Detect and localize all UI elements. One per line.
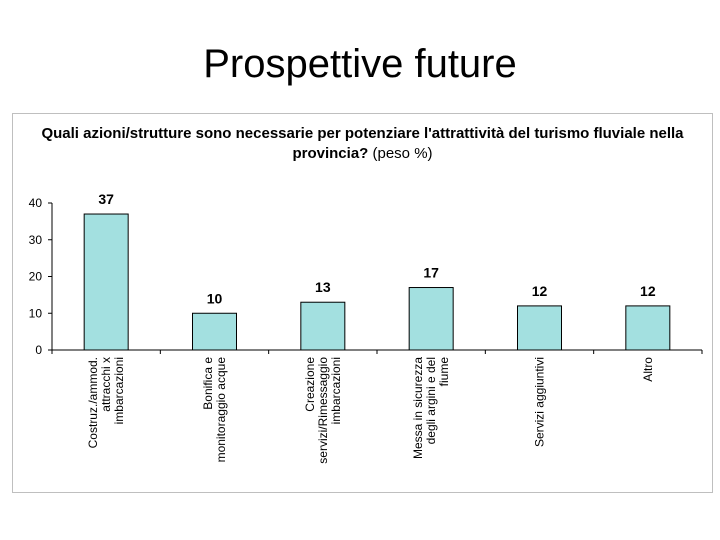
slide-title: Prospettive future (203, 42, 517, 86)
x-tick-label-text: Bonifica emonitoraggio acque (201, 357, 228, 463)
x-tick-label: Messa in sicurezzadegli argini e delfium… (411, 357, 451, 459)
x-tick-label-text: Creazioneservizi/Rimessaggioimbarcazioni (303, 357, 343, 464)
y-tick-label: 10 (29, 306, 43, 320)
y-tick-label: 40 (29, 196, 43, 210)
x-tick-label-line: imbarcazioni (112, 357, 126, 424)
chart-title: Quali azioni/strutture sono necessarie p… (12, 124, 713, 164)
x-tick-label: Altro (641, 357, 655, 382)
x-tick-label-line: monitoraggio acque (214, 357, 228, 463)
x-tick-label-line: Altro (641, 357, 655, 382)
bar (625, 305, 671, 351)
bar (83, 213, 129, 351)
x-tick-label-line: Bonifica e (201, 357, 215, 410)
bar (300, 301, 346, 351)
bar (408, 287, 454, 351)
chart-title-bold: Quali azioni/strutture sono necessarie p… (41, 125, 684, 162)
x-tick-label-text: Servizi aggiuntivi (533, 357, 547, 447)
y-tick-label: 20 (29, 270, 43, 284)
x-tick-label: Bonifica emonitoraggio acque (201, 357, 228, 463)
x-tick-label: Servizi aggiuntivi (533, 357, 547, 447)
x-tick-label-line: attracchi x (99, 357, 113, 412)
bar (517, 305, 562, 351)
x-tick-label: Creazioneservizi/Rimessaggioimbarcazioni (303, 357, 343, 464)
x-tick-label-line: Costruz./ammod. (86, 357, 100, 448)
data-label: 13 (315, 279, 331, 295)
chart-frame (12, 113, 713, 493)
x-tick-label-text: Costruz./ammod.attracchi ximbarcazioni (86, 357, 126, 448)
x-tick-label: Costruz./ammod.attracchi ximbarcazioni (86, 357, 126, 448)
y-tick-label: 0 (35, 343, 42, 357)
data-label: 10 (207, 290, 223, 306)
chart-title-suffix: (peso %) (372, 145, 433, 162)
bar (192, 312, 237, 351)
data-label: 12 (640, 283, 656, 299)
x-tick-label-line: Creazione (303, 357, 317, 412)
x-tick-label-line: degli argini e del (424, 357, 438, 444)
x-tick-label-line: imbarcazioni (329, 357, 343, 424)
x-tick-label-line: Messa in sicurezza (411, 357, 425, 459)
data-label: 17 (423, 265, 439, 281)
data-label: 37 (98, 191, 114, 207)
x-tick-label-line: Servizi aggiuntivi (533, 357, 547, 447)
x-tick-label-text: Messa in sicurezzadegli argini e delfium… (411, 357, 451, 459)
data-label: 12 (532, 283, 548, 299)
x-tick-label-line: servizi/Rimessaggio (316, 357, 330, 464)
x-tick-label-text: Altro (641, 357, 655, 382)
x-tick-label-line: fiume (437, 357, 451, 387)
y-tick-label: 30 (29, 233, 43, 247)
